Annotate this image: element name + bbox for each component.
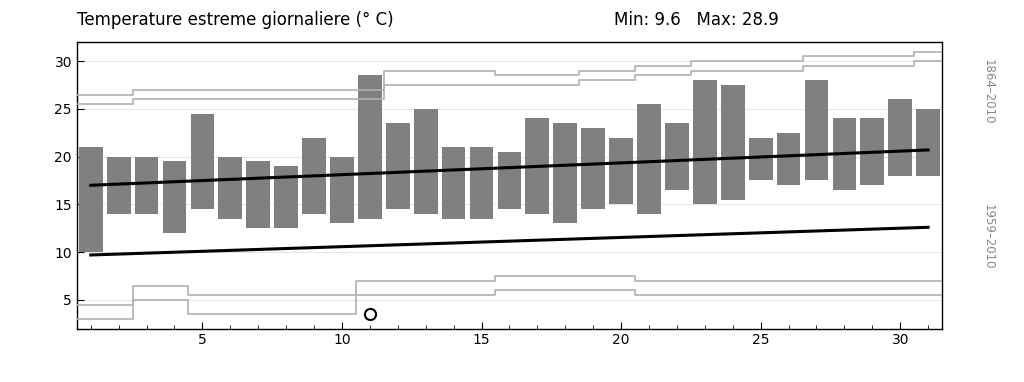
Bar — [776, 133, 801, 185]
Text: 1864–2010: 1864–2010 — [982, 59, 994, 125]
Bar — [247, 161, 270, 228]
Bar — [860, 118, 884, 185]
Bar — [553, 123, 578, 223]
Bar — [190, 113, 214, 209]
Bar — [498, 152, 521, 209]
Bar — [916, 109, 940, 176]
Text: 1959–2010: 1959–2010 — [982, 204, 994, 270]
Bar — [833, 118, 856, 190]
Bar — [805, 80, 828, 181]
Bar — [358, 75, 382, 219]
Bar — [889, 99, 912, 176]
Bar — [693, 80, 717, 204]
Bar — [79, 147, 102, 252]
Bar — [582, 128, 605, 209]
Bar — [609, 138, 633, 204]
Bar — [106, 157, 130, 214]
Bar — [163, 161, 186, 233]
Bar — [274, 166, 298, 228]
Bar — [414, 109, 437, 214]
Bar — [525, 118, 549, 214]
Text: Temperature estreme giornaliere (° C): Temperature estreme giornaliere (° C) — [77, 11, 393, 29]
Bar — [721, 85, 744, 199]
Bar — [302, 138, 326, 214]
Bar — [135, 157, 159, 214]
Bar — [637, 104, 660, 214]
Bar — [470, 147, 494, 219]
Text: Min: 9.6   Max: 28.9: Min: 9.6 Max: 28.9 — [614, 11, 779, 29]
Bar — [218, 157, 243, 219]
Bar — [386, 123, 410, 209]
Bar — [665, 123, 689, 190]
Bar — [749, 138, 772, 181]
Bar — [441, 147, 466, 219]
Bar — [330, 157, 354, 223]
